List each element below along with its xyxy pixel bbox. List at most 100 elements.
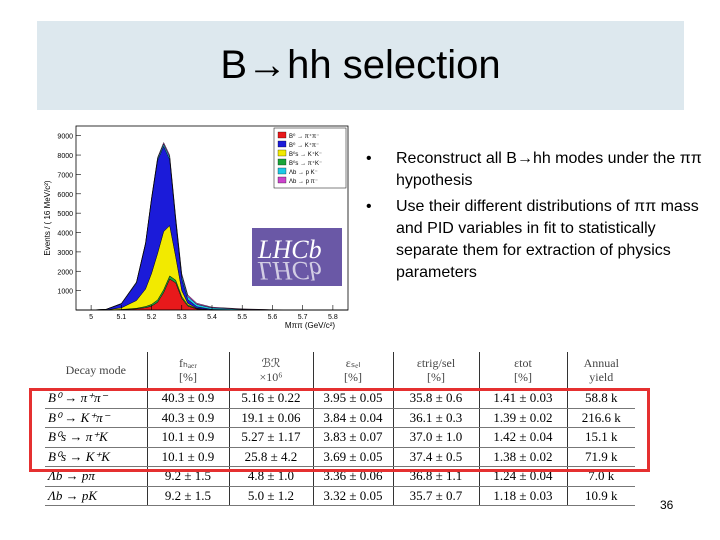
cell: 1.38 ± 0.02 — [479, 447, 568, 467]
cell: 15.1 k — [567, 427, 635, 448]
y-tick-label: 8000 — [57, 153, 73, 160]
x-tick-label: 5.1 — [116, 314, 126, 321]
cell: 36.1 ± 0.3 — [393, 408, 480, 428]
x-tick-label: 5.4 — [207, 314, 217, 321]
legend-swatch — [277, 149, 287, 157]
x-tick-label: 5 — [89, 314, 93, 321]
legend-swatch — [277, 158, 287, 166]
bullet-text: Use their different distributions of ππ … — [396, 198, 699, 281]
x-tick-label: 5.5 — [237, 314, 247, 321]
table-header-row: Decay mode fₕₐₑᵣ [%] ℬℛ ×10⁶ εₛₑₗ [%] εtrig… — [45, 352, 635, 389]
cell-mode: B⁰ → K⁺π⁻ — [45, 408, 148, 428]
y-tick-label: 9000 — [57, 134, 73, 141]
cell: 9.2 ± 1.5 — [147, 466, 230, 487]
bullet-text: Reconstruct all B→hh modes under the ππ … — [396, 150, 702, 189]
title-bar: B→hh selection — [37, 21, 684, 110]
yields-table-wrap: Decay mode fₕₐₑᵣ [%] ℬℛ ×10⁶ εₛₑₗ [%] εtrig… — [45, 352, 635, 512]
cell: 5.27 ± 1.17 — [229, 427, 314, 448]
table-row: B⁰ → K⁺π⁻ 40.3 ± 0.9 19.1 ± 0.06 3.84 ± … — [45, 408, 635, 428]
cell: 40.3 ± 0.9 — [147, 408, 230, 428]
y-tick-label: 3000 — [57, 250, 73, 257]
cell: 37.0 ± 1.0 — [393, 427, 480, 448]
cell: 216.6 k — [567, 408, 635, 428]
cell: 5.16 ± 0.22 — [229, 388, 314, 409]
cell: 3.83 ± 0.07 — [313, 427, 394, 448]
cell: 10.1 ± 0.9 — [147, 427, 230, 448]
mass-plot-svg: 1000 2000 3000 4000 5000 6000 7000 8000 9000 5 5.1… — [43, 125, 349, 330]
lhcb-logo-text: LHCb — [257, 235, 322, 264]
legend-label: B⁰ → π⁺π⁻ — [289, 133, 319, 140]
cell-mode: Λb → pK — [45, 486, 148, 506]
legend-swatch — [277, 131, 287, 139]
plot-axes: 1000 2000 3000 4000 5000 6000 7000 8000 9000 5 5.1… — [57, 125, 349, 321]
lhcb-logo-mirror: LHCb — [257, 256, 322, 285]
cell: 3.95 ± 0.05 — [313, 388, 394, 409]
x-axis-label: Mππ (GeV/c²) — [285, 321, 335, 330]
cell: 35.8 ± 0.6 — [393, 388, 480, 409]
cell: 10.1 ± 0.9 — [147, 447, 230, 467]
cell: 1.42 ± 0.04 — [479, 427, 568, 448]
y-tick-label: 1000 — [57, 289, 73, 296]
cell: 35.7 ± 0.7 — [393, 486, 480, 506]
header-fhadr: fₕₐₑᵣ [%] — [147, 352, 230, 389]
bullet-item: • Reconstruct all B→hh modes under the π… — [366, 148, 716, 192]
mass-plot: 1000 2000 3000 4000 5000 6000 7000 8000 9000 5 5.1… — [40, 118, 358, 330]
cell: 40.3 ± 0.9 — [147, 388, 230, 409]
header-decay-mode: Decay mode — [45, 352, 148, 389]
cell: 58.8 k — [567, 388, 635, 409]
legend-label: B⁰s → K⁺K⁻ — [289, 151, 322, 158]
y-axis-label: Events / ( 16 MeV/c²) — [43, 180, 52, 255]
bullet-item: • Use their different distributions of π… — [366, 196, 716, 284]
legend-label: Λb → p K⁻ — [289, 170, 318, 176]
x-tick-label: 5.8 — [328, 314, 338, 321]
bullet-dot: • — [366, 198, 372, 215]
area-series-5 — [76, 141, 348, 311]
table-row: B⁰s → K⁺K 10.1 ± 0.9 25.8 ± 4.2 3.69 ± 0… — [45, 447, 635, 467]
cell: 9.2 ± 1.5 — [147, 486, 230, 506]
header-eps-trig: εtrig/sel [%] — [393, 352, 480, 389]
y-tick-label: 2000 — [57, 269, 73, 276]
x-tick-label: 5.6 — [268, 314, 278, 321]
legend-label: Λb → p π⁻ — [289, 179, 318, 185]
page-number: 36 — [660, 498, 674, 512]
cell: 37.4 ± 0.5 — [393, 447, 480, 467]
legend-label: B⁰ → K⁺π⁻ — [289, 142, 319, 149]
x-tick-label: 5.7 — [298, 314, 308, 321]
header-annual-yield: Annual yield — [567, 352, 635, 389]
highlight-box — [29, 388, 650, 472]
slide-title: B→hh selection — [220, 43, 501, 87]
cell-mode: B⁰ → π⁺π⁻ — [45, 388, 148, 409]
cell: 19.1 ± 0.06 — [229, 408, 314, 428]
cell: 1.41 ± 0.03 — [479, 388, 568, 409]
y-tick-label: 6000 — [57, 192, 73, 199]
y-tick-label: 4000 — [57, 231, 73, 238]
legend-label: B⁰s → π⁺K⁻ — [289, 160, 322, 167]
cell: 3.69 ± 0.05 — [313, 447, 394, 467]
legend-swatch — [277, 140, 287, 148]
x-tick-label: 5.3 — [177, 314, 187, 321]
x-tick-label: 5.2 — [147, 314, 157, 321]
cell: 1.39 ± 0.02 — [479, 408, 568, 428]
table-row: B⁰s → π⁺K 10.1 ± 0.9 5.27 ± 1.17 3.83 ± … — [45, 427, 635, 448]
cell: 3.84 ± 0.04 — [313, 408, 394, 428]
cell: 3.32 ± 0.05 — [313, 486, 394, 506]
table-row: Λb → pK 9.2 ± 1.5 5.0 ± 1.2 3.32 ± 0.05 … — [45, 486, 635, 506]
plot-legend: B⁰ → π⁺π⁻ B⁰ → K⁺π⁻ B⁰s → K⁺K⁻ B⁰s → π⁺K⁻ Λb… — [273, 127, 347, 189]
y-tick-label: 5000 — [57, 211, 73, 218]
cell: 5.0 ± 1.2 — [229, 486, 314, 506]
header-br: ℬℛ ×10⁶ — [229, 352, 314, 389]
bullet-dot: • — [366, 150, 372, 167]
cell: 71.9 k — [567, 447, 635, 467]
header-eps-sel: εₛₑₗ [%] — [313, 352, 394, 389]
bullet-list: • Reconstruct all B→hh modes under the π… — [366, 148, 716, 284]
header-eps-tot: εtot [%] — [479, 352, 568, 389]
table-row: B⁰ → π⁺π⁻ 40.3 ± 0.9 5.16 ± 0.22 3.95 ± … — [45, 388, 635, 409]
cell: 10.9 k — [567, 486, 635, 506]
legend-swatch — [277, 176, 287, 184]
y-tick-label: 7000 — [57, 172, 73, 179]
lhcb-logo: LHCb LHCb — [252, 228, 342, 286]
legend-swatch — [277, 167, 287, 175]
cell-mode: B⁰s → π⁺K — [45, 427, 148, 448]
cell: 25.8 ± 4.2 — [229, 447, 314, 467]
cell-mode: B⁰s → K⁺K — [45, 447, 148, 467]
